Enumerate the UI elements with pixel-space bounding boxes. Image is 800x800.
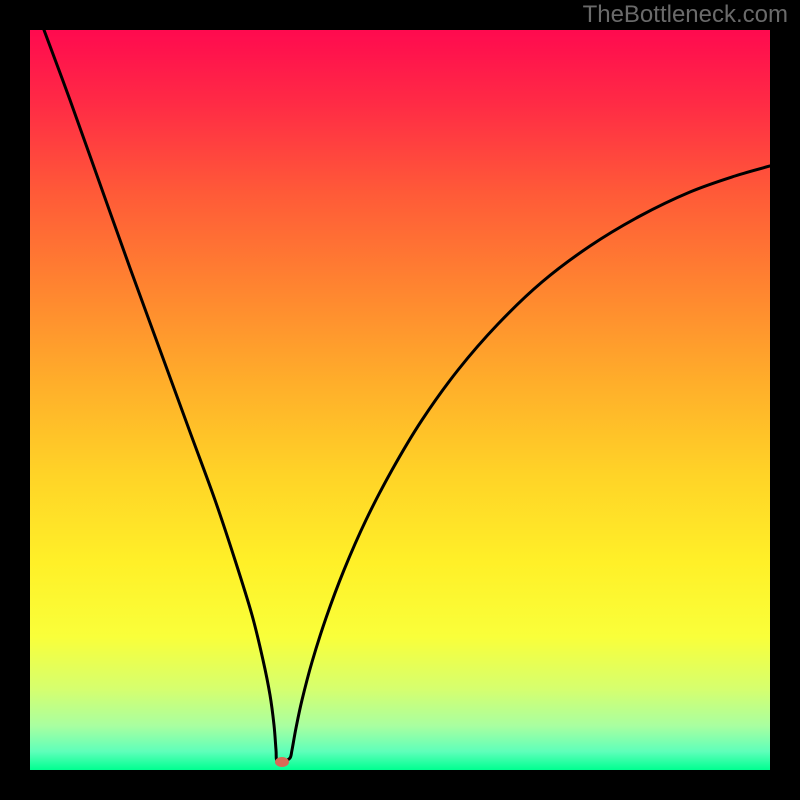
chart-container: TheBottleneck.com bbox=[0, 0, 800, 800]
bottleneck-chart: TheBottleneck.com bbox=[0, 0, 800, 800]
watermark-label: TheBottleneck.com bbox=[583, 1, 788, 28]
gradient-background bbox=[30, 30, 770, 770]
optimal-point-marker bbox=[275, 757, 289, 767]
